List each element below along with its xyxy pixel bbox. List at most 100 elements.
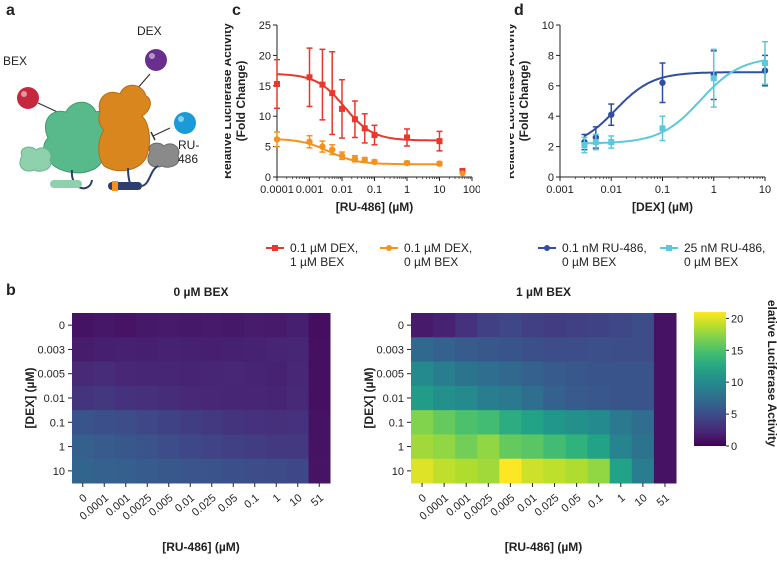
- heatmap-cell: [587, 361, 611, 387]
- data-point: [273, 136, 281, 143]
- heatmap-cell: [308, 434, 331, 460]
- gr-receptor-icon: [98, 84, 151, 172]
- y-tick-label: 2: [548, 142, 554, 154]
- heatmap-cell: [265, 361, 288, 387]
- colorbar-tick-label: 0: [731, 441, 737, 450]
- heatmap-cell: [136, 458, 159, 484]
- heatmap-cell: [477, 410, 500, 435]
- y-tick-label: 0.1: [50, 417, 65, 429]
- y-tick-label: 1: [59, 442, 65, 454]
- x-tick-label: 0.005: [147, 492, 176, 519]
- heatmap-cell: [653, 361, 677, 387]
- heatmap-cell: [499, 337, 522, 363]
- colorbar: 0 5 10 15 20 Relative Luciferase Activity(Fol…: [694, 300, 777, 450]
- y-tick-label: 8: [548, 50, 554, 62]
- heatmap-cell: [158, 385, 180, 411]
- heatmap-cell: [455, 313, 478, 338]
- dex-ligand-icon: [145, 49, 167, 71]
- panel-letter-c: c: [232, 2, 241, 19]
- legend-swatch-lightblue: [660, 243, 678, 253]
- fit-curve-1: [584, 59, 766, 145]
- heatmap-cell: [72, 385, 94, 411]
- y-axis-label-group: Relative Luciferase Activity(Fold Change…: [225, 23, 248, 179]
- x-tick-label: 0.0001: [260, 184, 294, 196]
- y-tick-label: 10: [542, 20, 554, 32]
- heatmap-cell: [201, 337, 223, 363]
- ru486-label-line2: 486: [178, 152, 199, 166]
- heatmap-cell: [136, 385, 159, 411]
- y-tick-label: 0.005: [37, 369, 65, 381]
- x-tick-label: 1: [404, 184, 410, 196]
- y-tick-label: 5: [265, 142, 271, 154]
- y-tick-label: 0.003: [37, 344, 65, 356]
- heatmap-cell: [477, 385, 500, 411]
- y-tick-label: 0: [548, 172, 554, 184]
- data-point: [436, 138, 443, 145]
- heatmap-cell: [411, 313, 434, 338]
- data-point: [361, 125, 368, 132]
- y-tick-label: 0: [398, 320, 404, 332]
- heatmap-cell: [499, 458, 522, 484]
- heatmap-cell: [631, 410, 655, 435]
- heatmap-cell: [477, 434, 500, 460]
- y-axis-label-line1: Relative Luciferase Activity: [225, 23, 234, 179]
- heatmap-cell: [179, 434, 202, 460]
- colorbar-label-group: Relative Luciferase Activity(Fold Change…: [765, 300, 777, 447]
- heatmap-cell: [179, 361, 202, 387]
- heatmap-cell: [411, 385, 434, 411]
- heatmap-cell: [455, 385, 478, 411]
- heatmap-cell: [115, 434, 137, 460]
- heatmap-cell: [287, 458, 309, 484]
- data-point: [592, 139, 599, 146]
- heatmap-cell: [72, 361, 94, 387]
- x-axis-label: [RU-486] (µM): [162, 540, 240, 554]
- data-point: [659, 79, 666, 86]
- heatmap-cell: [93, 337, 116, 363]
- x-tick-label: 51: [655, 492, 672, 509]
- green-dna-bar: [50, 180, 82, 188]
- x-tick-label: 51: [309, 492, 326, 509]
- heatmap-cell: [543, 385, 567, 411]
- heatmap-cell: [201, 434, 223, 460]
- heatmap-cell: [158, 337, 180, 363]
- heatmap-cell: [653, 313, 677, 338]
- y-tick-label: 10: [53, 466, 65, 478]
- y-tick-label: 6: [548, 81, 554, 93]
- heatmap-cell: [455, 337, 478, 363]
- legend-item-c-orange: 0.1 µM DEX, 0 µM BEX: [380, 241, 472, 269]
- data-point: [608, 111, 615, 118]
- heatmap-cell: [244, 337, 266, 363]
- y-axis-label-line1: Relative Luciferase Activity: [510, 23, 517, 179]
- legend-item-c-red: 0.1 µM DEX, 1 µM BEX: [266, 241, 358, 269]
- heatmap-cell: [565, 410, 589, 435]
- y-tick-label: 0.01: [44, 393, 65, 405]
- heatmap-cell: [455, 458, 478, 484]
- panel-letter-d: d: [514, 2, 524, 19]
- heatmap-cell: [308, 385, 331, 411]
- heatmap-cell: [136, 434, 159, 460]
- heatmap-cell: [72, 434, 94, 460]
- heatmap-cell: [244, 434, 266, 460]
- heatmap-cell: [287, 385, 309, 411]
- x-axis-label: [DEX] (µM): [632, 200, 693, 214]
- heatmap-cell: [136, 313, 159, 338]
- heatmap-cell: [499, 385, 522, 411]
- heatmap-cell: [477, 313, 500, 338]
- y-axis-label-line2: (Fold Change): [517, 61, 531, 142]
- heatmap-cell: [115, 458, 137, 484]
- heatmap-cell: [433, 458, 456, 484]
- heatmap-cell: [543, 337, 567, 363]
- heatmap-cell: [136, 361, 159, 387]
- ru486-label-line1: RU-: [178, 138, 200, 152]
- heatmap-cell: [631, 434, 655, 460]
- heatmap-cell: [244, 361, 266, 387]
- x-tick-label: 1: [271, 492, 283, 505]
- heatmap-cell: [631, 458, 655, 484]
- heatmap-cell: [115, 313, 137, 338]
- data-point: [371, 158, 378, 165]
- heatmap-cell: [136, 410, 159, 435]
- heatmap-cell: [433, 313, 456, 338]
- legend-item-d-darkblue: 0.1 nM RU-486, 0 µM BEX: [538, 241, 647, 269]
- x-tick-label: 0.01: [601, 184, 622, 196]
- heatmap-cell: [433, 385, 456, 411]
